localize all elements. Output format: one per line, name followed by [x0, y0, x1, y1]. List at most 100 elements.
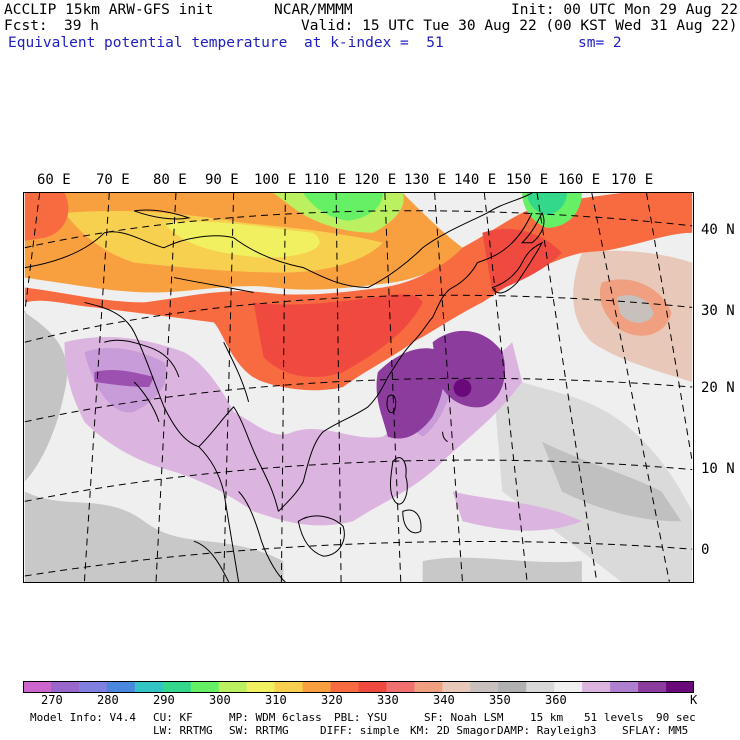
lat-label: 10 N: [701, 461, 735, 477]
lon-label: 60 E: [37, 172, 71, 188]
taiwan-outline: [386, 394, 397, 414]
init-time: Init: 00 UTC Mon 29 Aug 22: [511, 2, 738, 18]
theta-e-map: [23, 192, 694, 583]
coast-indochina: [198, 406, 279, 512]
colorbar-cell: [666, 681, 694, 693]
colorbar-label: 320: [321, 693, 343, 707]
colorbar-label: 330: [377, 693, 399, 707]
moist-region: [452, 491, 582, 531]
colorbar-cell: [386, 681, 415, 693]
grey-patch: [24, 312, 68, 482]
colorbar-cell: [554, 681, 583, 693]
meridian-line: [223, 193, 235, 582]
colorbar-cell: [414, 681, 443, 693]
colorbar-cell: [162, 681, 192, 693]
colorbar: [23, 681, 694, 693]
colorbar-frame: [23, 681, 694, 693]
colorbar-label: 360: [545, 693, 567, 707]
lat-label: 0: [701, 542, 710, 558]
colorbar-unit: K: [690, 693, 698, 707]
lon-label: 80 E: [153, 172, 187, 188]
typhoon-eye: [453, 379, 472, 397]
colorbar-cell: [274, 681, 304, 693]
colorbar-cell: [302, 681, 332, 693]
lat-label: 30 N: [701, 303, 735, 319]
warm-band: [253, 294, 423, 378]
border-line: [133, 381, 160, 422]
footer-item: SW: RRTMG: [229, 724, 289, 737]
high-theta-core: [376, 348, 445, 439]
colorbar-cell: [526, 681, 555, 693]
parallel-line: [24, 541, 693, 577]
lat-label: 40 N: [701, 222, 735, 238]
footer-item: 90 sec: [656, 711, 696, 724]
footer-item: LW: RRTMG: [153, 724, 213, 737]
border-line: [24, 193, 533, 289]
colorbar-label: 310: [265, 693, 287, 707]
grey-patch: [542, 441, 682, 522]
footer-item: 51 levels: [584, 711, 644, 724]
forecast-label: Fcst:: [4, 18, 48, 34]
border-line: [173, 277, 254, 293]
border-line: [104, 339, 180, 378]
parallel-line: [24, 459, 693, 502]
high-theta-core: [94, 370, 155, 388]
island-outline: [442, 431, 448, 443]
colorbar-label: 340: [433, 693, 455, 707]
meridian-line: [83, 193, 110, 582]
colorbar-cell: [610, 681, 639, 693]
parallel-line: [24, 294, 693, 343]
coast-malay: [238, 491, 286, 582]
japan-outline: [520, 211, 545, 244]
colorbar-label: 270: [41, 693, 63, 707]
lon-label: 170 E: [611, 172, 654, 188]
footer-item: MP: WDM 6class: [229, 711, 322, 724]
meridian-line: [24, 193, 41, 313]
model-title: ACCLIP 15km ARW-GFS init: [4, 2, 214, 18]
colorbar-cell: [470, 681, 499, 693]
japan-outline: [491, 241, 544, 294]
meridian-line: [384, 193, 402, 582]
coast-sumatra: [193, 540, 230, 582]
philippines-outline: [389, 457, 408, 505]
center-label: NCAR/MMMM: [274, 2, 353, 18]
grey-patch: [24, 491, 284, 582]
colorbar-label: 350: [489, 693, 511, 707]
colorbar-cell: [358, 681, 387, 693]
lake-outline: [133, 209, 191, 220]
colorbar-cell: [106, 681, 136, 693]
parallel-line: [24, 377, 693, 423]
lon-label: 70 E: [96, 172, 130, 188]
lon-label: 120 E: [354, 172, 397, 188]
colorbar-label: 300: [209, 693, 231, 707]
field-name: Equivalent potential temperature: [8, 35, 288, 51]
colorbar-cell: [582, 681, 611, 693]
coast-east-china: [412, 262, 478, 343]
colorbar-label: 280: [97, 693, 119, 707]
colorbar-cell: [638, 681, 667, 693]
footer-item: CU: KF: [153, 711, 193, 724]
meridian-line: [591, 193, 670, 582]
colorbar-cell: [134, 681, 164, 693]
colorbar-label: 290: [153, 693, 175, 707]
coast-korea: [477, 212, 533, 264]
lat-label: 20 N: [701, 380, 735, 396]
level-index: at k-index = 51: [304, 35, 444, 51]
coast-india-west: [84, 301, 240, 582]
lon-label: 130 E: [404, 172, 447, 188]
coast-south-china: [278, 341, 414, 512]
footer-item: DIFF: simple: [320, 724, 400, 737]
colorbar-cell: [442, 681, 471, 693]
colorbar-cell: [498, 681, 527, 693]
warm-band: [482, 228, 562, 293]
footer-item: 15 km: [530, 711, 564, 724]
lon-label: 90 E: [205, 172, 239, 188]
colorbar-cell: [190, 681, 220, 693]
graticule: [24, 193, 693, 582]
smoothing: sm= 2: [578, 35, 622, 51]
footer-item: PBL: YSU: [334, 711, 387, 724]
coastlines: [24, 193, 545, 582]
footer-item: DAMP: Rayleigh3: [497, 724, 597, 737]
cool-air: [303, 193, 383, 221]
lon-label: 100 E: [254, 172, 297, 188]
